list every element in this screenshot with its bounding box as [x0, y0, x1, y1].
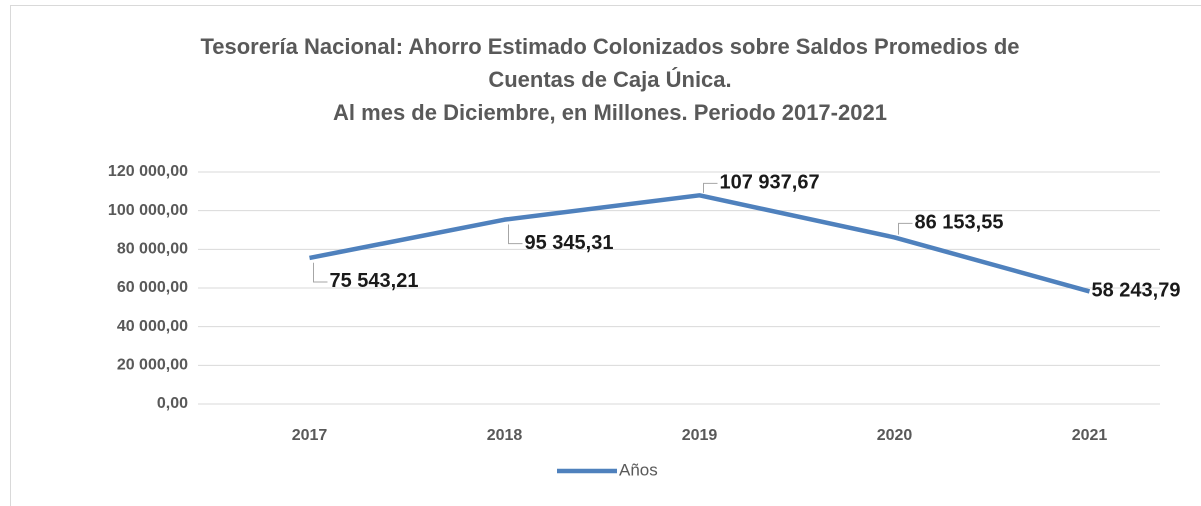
data-label: 95 345,31 — [525, 232, 614, 254]
y-tick-label: 100 000,00 — [108, 202, 188, 219]
x-tick-label: 2021 — [1072, 427, 1108, 444]
y-tick-label: 0,00 — [157, 395, 188, 412]
y-tick-label: 120 000,00 — [108, 163, 188, 180]
x-tick-label: 2018 — [487, 427, 523, 444]
data-label: 75 543,21 — [330, 270, 419, 292]
leader-line — [313, 262, 328, 283]
data-label: 58 243,79 — [1092, 280, 1181, 302]
x-tick-label: 2017 — [292, 427, 328, 444]
line — [309, 193, 1091, 294]
chart-frame — [10, 5, 1201, 506]
data-label: 107 937,67 — [720, 172, 820, 194]
y-tick-label: 60 000,00 — [117, 279, 188, 296]
legend-label: Años — [619, 460, 658, 479]
data-label: 86 153,55 — [915, 212, 1004, 234]
chart-title: Cuentas de Caja Única. — [488, 67, 731, 92]
leader-line — [703, 182, 718, 193]
y-tick-label: 80 000,00 — [117, 241, 188, 258]
x-tick-label: 2020 — [877, 427, 913, 444]
y-tick-label: 40 000,00 — [117, 318, 188, 335]
chart-title: Al mes de Diciembre, en Millones. Period… — [333, 100, 887, 125]
leader-line — [898, 222, 913, 235]
leader-line — [508, 224, 523, 245]
chart-title: Tesorería Nacional: Ahorro Estimado Colo… — [200, 34, 1019, 59]
x-tick-label: 2019 — [682, 427, 718, 444]
y-tick-label: 20 000,00 — [117, 357, 188, 374]
